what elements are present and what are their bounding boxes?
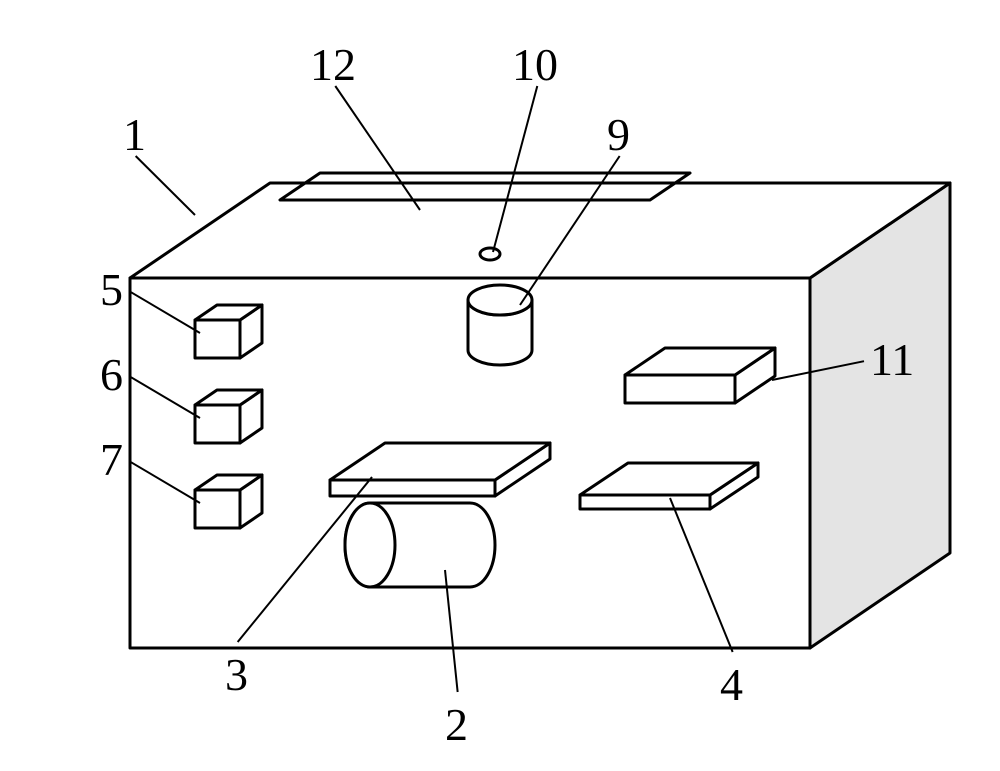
- cylinder-9: [468, 285, 532, 365]
- label-5: 5: [100, 264, 123, 315]
- label-4: 4: [720, 659, 743, 710]
- leader-1: [136, 156, 195, 215]
- label-3: 3: [225, 649, 248, 700]
- label-11: 11: [870, 334, 914, 385]
- label-1: 1: [123, 109, 146, 160]
- label-9: 9: [607, 109, 630, 160]
- cube-6: [195, 390, 262, 443]
- label-10: 10: [512, 39, 558, 90]
- cube-5: [195, 305, 262, 358]
- label-12: 12: [310, 39, 356, 90]
- label-2: 2: [445, 699, 468, 750]
- label-6: 6: [100, 349, 123, 400]
- cube-7: [195, 475, 262, 528]
- label-7: 7: [100, 434, 123, 485]
- cylinder-2: [345, 503, 495, 587]
